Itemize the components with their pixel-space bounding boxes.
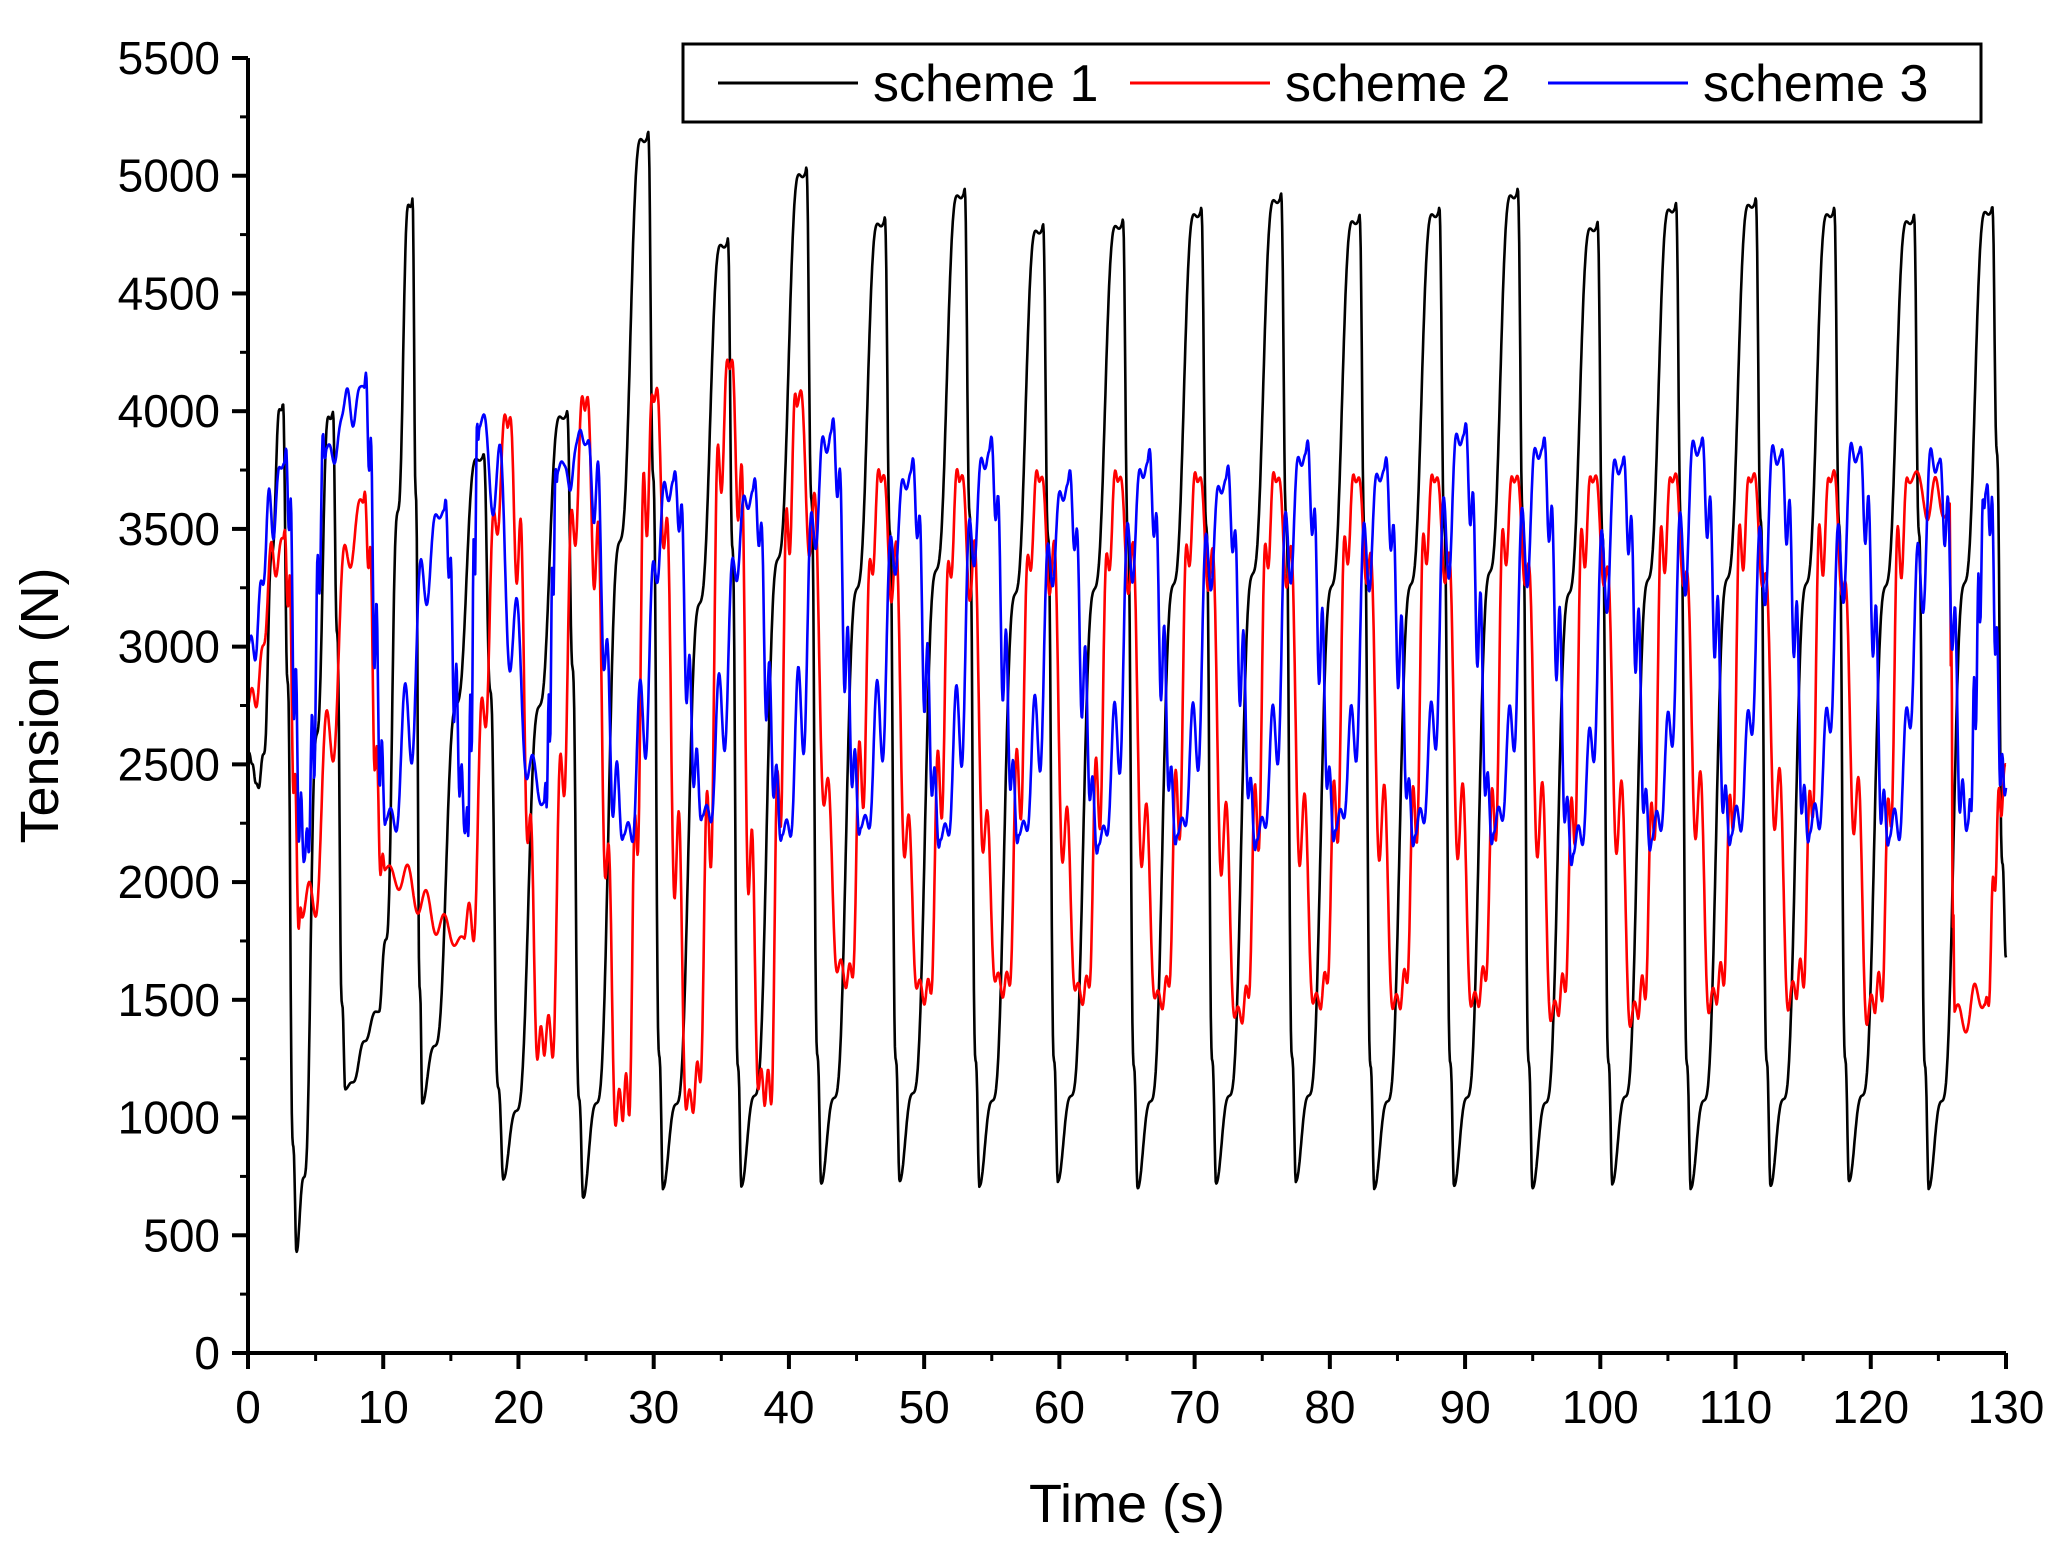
x-tick-label: 110 [1699,1381,1772,1433]
legend-box [681,42,1983,124]
series-line-scheme-3 [246,371,2008,867]
series-line-scheme-2 [246,358,2007,1127]
y-tick-label: 500 [143,1209,220,1261]
x-tick-label: 60 [1034,1381,1085,1433]
y-tick-label: 2000 [118,856,220,908]
legend-label: scheme 1 [873,55,1098,113]
y-tick-label: 3500 [118,503,220,555]
series-line-scheme-1 [247,130,2008,1254]
y-axis-title: Tension (N) [10,567,70,843]
x-tick-label: 50 [899,1381,950,1433]
x-tick-label: 70 [1169,1381,1220,1433]
x-axis-title: Time (s) [1029,1474,1225,1534]
y-tick-label: 5500 [118,32,220,84]
y-tick-label: 4000 [118,385,220,437]
axes: 0500100015002000250030003500400045005000… [10,32,2044,1534]
y-tick-label: 0 [194,1327,220,1379]
legend-label: scheme 2 [1285,55,1510,113]
x-tick-label: 100 [1562,1381,1639,1433]
y-tick-label: 5000 [118,150,220,202]
plot-series [246,130,2008,1254]
x-tick-label: 80 [1304,1381,1355,1433]
legend-label: scheme 3 [1703,55,1928,113]
x-tick-label: 10 [358,1381,409,1433]
x-tick-label: 120 [1832,1381,1909,1433]
y-tick-label: 3000 [118,621,220,673]
x-tick-label: 20 [493,1381,544,1433]
y-tick-label: 1000 [118,1092,220,1144]
y-tick-label: 2500 [118,738,220,790]
x-tick-label: 130 [1968,1381,2045,1433]
legend: scheme 1 scheme 2 scheme 3 [681,42,1983,124]
x-tick-label: 0 [235,1381,261,1433]
x-tick-label: 40 [763,1381,814,1433]
x-tick-label: 30 [628,1381,679,1433]
y-tick-label: 1500 [118,974,220,1026]
y-tick-label: 4500 [118,267,220,319]
x-tick-label: 90 [1439,1381,1490,1433]
